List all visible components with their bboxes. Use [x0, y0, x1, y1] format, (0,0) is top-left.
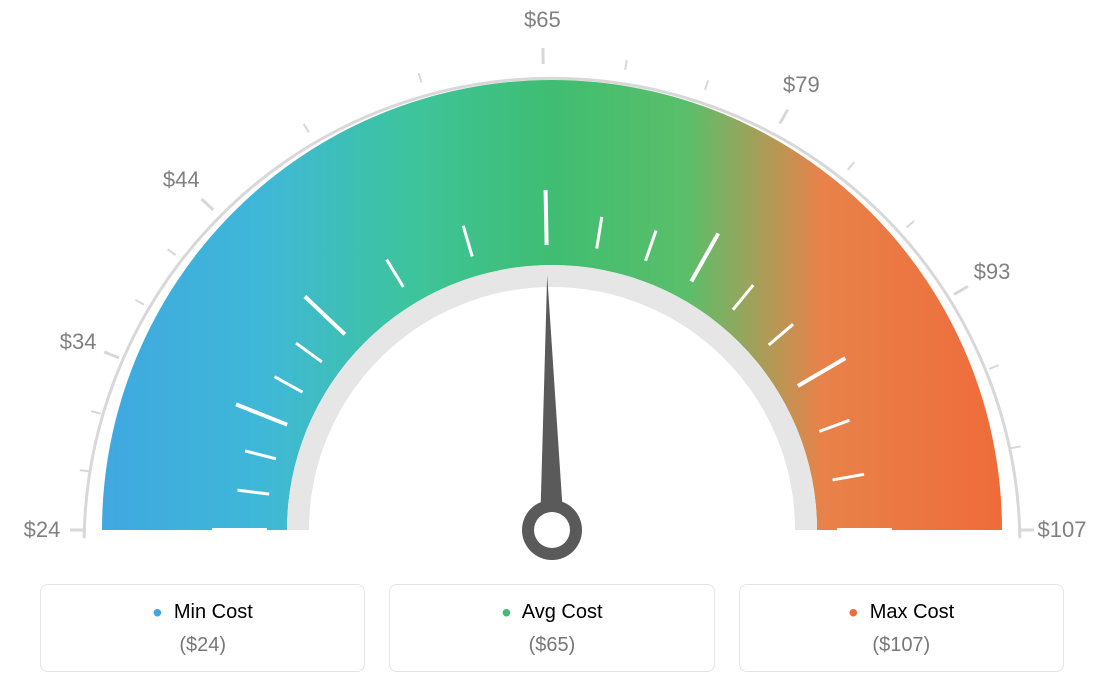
legend-value-max: ($107) — [752, 634, 1051, 657]
gauge-area: $24 $34 $44 $65 $79 $93 $107 — [0, 0, 1104, 570]
gauge-tick-label: $93 — [974, 259, 1011, 285]
gauge-tick-label: $44 — [163, 167, 200, 193]
legend-title-text: Max Cost — [870, 601, 954, 623]
legend-row: • Min Cost ($24) • Avg Cost ($65) • Max … — [40, 584, 1064, 672]
legend-title-max: • Max Cost — [752, 601, 1051, 624]
gauge-tick-label: $107 — [1038, 517, 1087, 543]
gauge-tick-label: $79 — [783, 72, 820, 98]
legend-title-avg: • Avg Cost — [402, 601, 701, 624]
legend-title-text: Min Cost — [174, 601, 253, 623]
legend-card-max: • Max Cost ($107) — [739, 584, 1064, 672]
gauge-tick-label: $34 — [60, 329, 97, 355]
legend-card-avg: • Avg Cost ($65) — [389, 584, 714, 672]
dot-icon: • — [848, 597, 858, 628]
legend-value-min: ($24) — [53, 634, 352, 657]
gauge-chart-container: $24 $34 $44 $65 $79 $93 $107 • Min Cost ($24) … — [0, 0, 1104, 690]
gauge-tick-label: $65 — [524, 7, 561, 33]
legend-card-min: • Min Cost ($24) — [40, 584, 365, 672]
legend-value-avg: ($65) — [402, 634, 701, 657]
dot-icon: • — [501, 597, 511, 628]
dot-icon: • — [153, 597, 163, 628]
gauge-tick-label: $24 — [24, 517, 61, 543]
legend-title-text: Avg Cost — [522, 601, 603, 623]
legend-title-min: • Min Cost — [53, 601, 352, 624]
gauge-svg — [0, 0, 1104, 570]
